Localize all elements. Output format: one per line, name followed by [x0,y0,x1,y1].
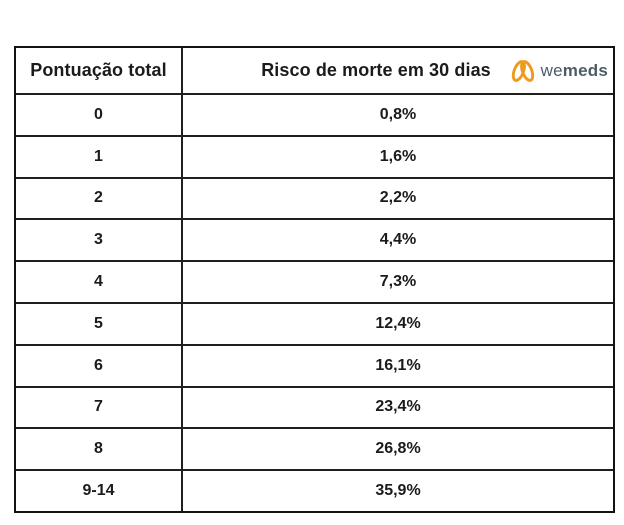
risk-value: 4,4% [379,231,417,249]
wemeds-logo: wemeds [508,56,608,86]
wordmark-we: we [540,60,563,80]
cell-risk-9: 35,9% [183,469,613,511]
risk-value: 2,2% [379,189,417,207]
risk-value: 16,1% [375,356,421,374]
cell-score-8: 8 [16,427,183,470]
cell-score-5: 5 [16,301,183,344]
cell-score-1: 1 [16,134,183,177]
cell-risk-7: 23,4% [183,385,613,428]
cell-score-3: 3 [16,218,183,261]
cell-risk-5: 12,4% [183,301,613,344]
score-value: 3 [94,231,103,249]
cell-score-4: 4 [16,260,183,302]
wemeds-wordmark: wemeds [541,61,608,81]
score-value: 2 [94,189,103,207]
score-value: 1 [94,147,103,165]
risk-value: 35,9% [375,482,421,500]
cell-score-6: 6 [16,343,183,386]
cell-risk-8: 26,8% [183,427,613,470]
cell-risk-1: 1,6% [183,134,613,177]
score-value: 7 [94,398,103,416]
risk-value: 12,4% [375,314,421,332]
cell-risk-6: 16,1% [183,343,613,386]
risk-value: 26,8% [375,440,421,458]
cell-score-2: 2 [16,176,183,219]
cell-score-0: 0 [16,93,183,135]
risk-value: 1,6% [379,147,417,165]
cell-risk-4: 7,3% [183,260,613,302]
cell-risk-3: 4,4% [183,218,613,261]
cell-risk-0: 0,8% [183,93,613,135]
cell-score-9: 9-14 [16,469,183,511]
score-value: 0 [94,105,103,123]
risk-value: 23,4% [375,398,421,416]
mortality-risk-table: Pontuação total Risco de morte em 30 dia… [14,46,615,513]
wemeds-loops-icon [511,59,534,82]
header-risk-label: Risco de morte em 30 dias [261,60,491,80]
score-value: 8 [94,440,103,458]
risk-value: 7,3% [379,273,417,291]
cell-risk-2: 2,2% [183,176,613,219]
wordmark-meds: meds [562,60,608,80]
header-score-cell: Pontuação total [16,48,183,93]
cell-score-7: 7 [16,385,183,428]
score-value: 9-14 [82,482,115,500]
score-value: 4 [94,273,103,291]
risk-value: 0,8% [379,105,417,123]
score-value: 6 [94,356,103,374]
score-value: 5 [94,314,103,332]
header-risk-cell: Risco de morte em 30 dias wemeds [183,48,613,93]
header-score-label: Pontuação total [30,60,167,80]
